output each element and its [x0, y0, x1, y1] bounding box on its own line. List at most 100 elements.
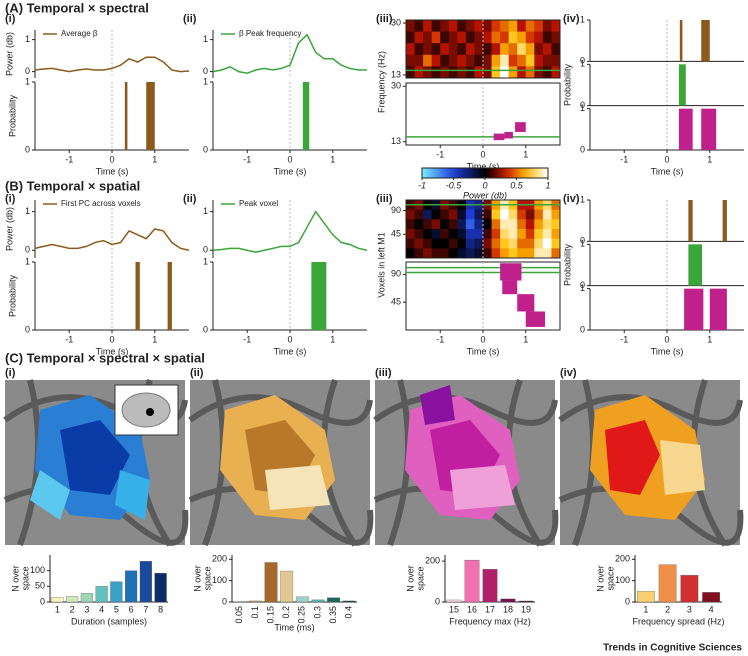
heatmap-cell [457, 66, 467, 79]
event-box [517, 294, 535, 312]
heatmap-cell [406, 248, 416, 259]
x-tick-label: -1 [418, 180, 426, 190]
y-tick-label: 50 [35, 581, 45, 591]
heatmap-cell [423, 31, 433, 44]
heatmap-cell [491, 219, 501, 230]
heatmap-cell [448, 43, 458, 56]
heatmap-cell [483, 248, 493, 259]
heatmap-cell [440, 43, 450, 56]
boxes-chart: 13 30 -1 0 1 Time (s) [391, 81, 561, 171]
heatmap-cell [508, 229, 518, 240]
heatmap-cell [457, 54, 467, 67]
heatmap-cell [431, 238, 441, 249]
y-tick-label: 0 [222, 596, 227, 606]
y-axis-label: Probability [562, 63, 572, 106]
heatmap-cell [508, 209, 518, 220]
x-tick-label: 1 [152, 334, 157, 344]
heatmap-cell [542, 209, 552, 220]
y-tick-label: 13 [391, 69, 401, 79]
heatmap-cell [500, 54, 510, 67]
heatmap-cell [431, 54, 441, 67]
y-axis-label: Probability [7, 274, 17, 317]
bar [125, 570, 138, 603]
heatmap-cell [431, 209, 441, 220]
span-bar [146, 82, 155, 150]
heatmap-cell [414, 31, 424, 44]
heatmap-cell [551, 248, 561, 259]
heatmap-cell [440, 238, 450, 249]
heatmap-cell [474, 43, 484, 56]
bar [500, 598, 516, 603]
heatmap-cell [534, 248, 544, 259]
y-axis-label: Power (db) [4, 207, 14, 251]
y-tick-label: 0 [580, 144, 585, 154]
heatmap-cell [465, 66, 475, 79]
x-tick-label: 0.05 [234, 606, 244, 624]
x-tick-label: 3 [687, 604, 692, 614]
x-tick-label: 16 [467, 604, 477, 614]
y-tick-label: 1 [580, 194, 585, 204]
x-axis-label: Time (s) [467, 346, 500, 356]
heatmap-cell [440, 209, 450, 220]
y-tick-label: 200 [212, 554, 227, 564]
y-tick-label: 100 [30, 565, 45, 575]
heatmap-cell [406, 229, 416, 240]
heatmap-cell [517, 66, 527, 79]
bar [295, 596, 309, 603]
y-tick-label: 90 [391, 269, 401, 279]
x-axis-label: Time (ms) [274, 622, 314, 632]
heatmap-cell [508, 43, 518, 56]
spans-chart: 0 1 -1 0 1 Time (s) [203, 256, 367, 356]
heatmap-cell [508, 54, 518, 67]
heatmap-cell [500, 31, 510, 44]
heatmap-cell [525, 238, 535, 249]
spans-chart: 0 1 -1 0 1 Time (s) [203, 76, 367, 176]
y-tick-label: 0 [580, 236, 585, 246]
heatmap-cell [491, 238, 501, 249]
y-tick-label: 45 [391, 297, 401, 307]
x-tick-label: 0 [287, 154, 292, 164]
y-tick-label: 0 [435, 596, 440, 606]
span-bar [688, 244, 703, 286]
bar [95, 586, 108, 603]
y-tick-label: 30 [391, 81, 401, 91]
panel-label: (ii) [183, 193, 197, 205]
span-bar [678, 108, 693, 150]
spans-chart: 0 1 -1 0 1 Time (s) Probability [7, 76, 189, 176]
y-axis-label: N over [405, 565, 415, 592]
heatmap-cell [431, 31, 441, 44]
x-tick-label: 0 [287, 334, 292, 344]
bar [702, 592, 720, 603]
heatmap-cell [431, 66, 441, 79]
x-axis-label: Time (s) [274, 346, 307, 356]
y-tick-label: 0 [203, 144, 208, 154]
heatmap-cell [491, 248, 501, 259]
heatmap-cell [406, 43, 416, 56]
y-tick-label: 0 [25, 66, 30, 76]
y-tick-label: 0 [40, 596, 45, 606]
heatmap-cell [423, 20, 433, 33]
y-tick-label: 1 [203, 34, 208, 44]
x-tick-label: 0.5 [510, 180, 524, 190]
x-tick-label: 1 [523, 149, 528, 159]
y-tick-label: 90 [391, 205, 401, 215]
y-tick-label: 0 [625, 596, 630, 606]
heatmap-cell [551, 66, 561, 79]
heatmap-cell [525, 66, 535, 79]
panel-label: (iv) [563, 13, 580, 25]
span-bar [701, 108, 717, 150]
heatmap-cell [448, 31, 458, 44]
heatmap-cell [534, 31, 544, 44]
heatmap-cell [474, 229, 484, 240]
y-tick-label: 200 [615, 554, 630, 564]
heatmap-cell [525, 229, 535, 240]
heatmap-cell [457, 248, 467, 259]
legend-label: β Peak frequency [239, 29, 301, 38]
event-box [525, 311, 546, 327]
bar [680, 575, 699, 603]
heatmap-cell [414, 43, 424, 56]
heatmap-cell [517, 31, 527, 44]
heatmap-cell [483, 209, 493, 220]
